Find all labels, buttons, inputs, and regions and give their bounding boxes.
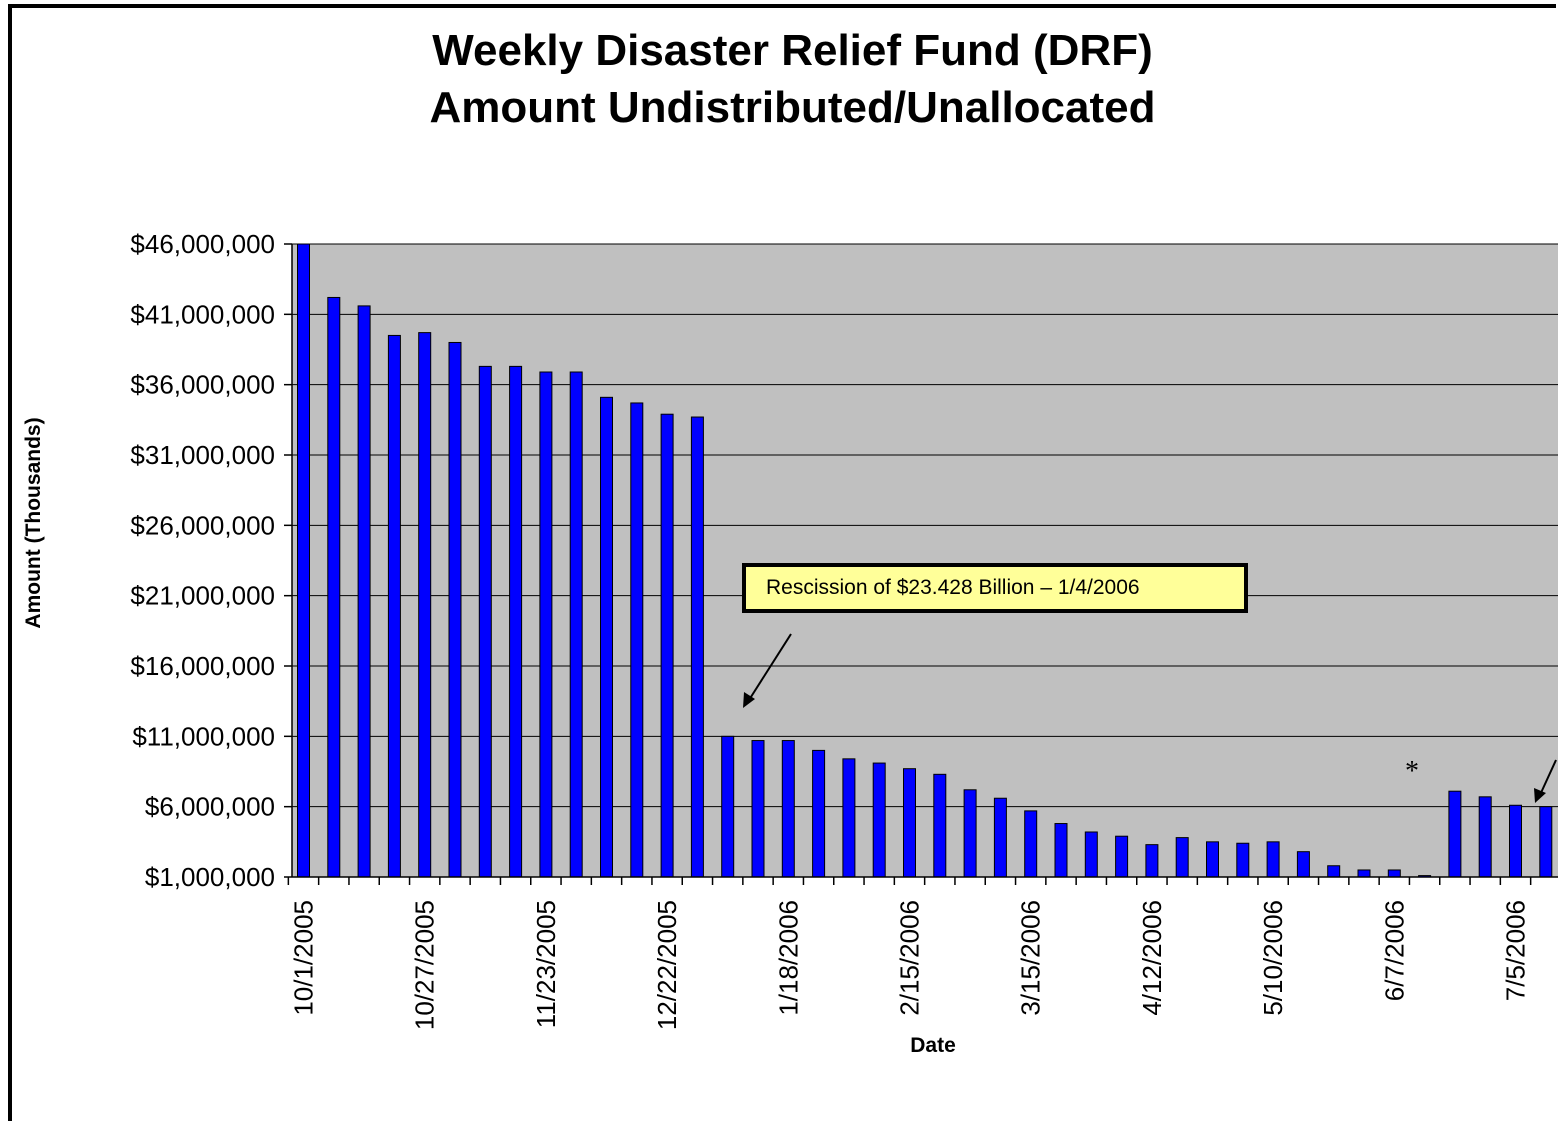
- bar: [448, 341, 462, 878]
- y-tick-label: $1,000,000: [145, 862, 275, 892]
- x-tick-label: 6/7/2006: [1379, 900, 1409, 1001]
- x-tick-label: 1/18/2006: [773, 900, 803, 1016]
- bar: [418, 332, 432, 878]
- y-tick-label: $46,000,000: [130, 229, 275, 259]
- bar: [1296, 851, 1310, 878]
- bar: [1236, 842, 1250, 878]
- bar: [1387, 869, 1401, 878]
- bar: [539, 371, 553, 878]
- bar: [1024, 810, 1038, 878]
- y-tick-label: $6,000,000: [145, 792, 275, 822]
- bar: [660, 413, 674, 878]
- bar: [993, 797, 1007, 878]
- gridlines: [292, 243, 1558, 808]
- bar: [751, 740, 765, 878]
- bar-series: [297, 243, 1553, 878]
- y-tick-label: $21,000,000: [130, 581, 275, 611]
- bar: [509, 365, 523, 878]
- x-tick-label: 11/23/2005: [531, 900, 561, 1028]
- bar: [872, 762, 886, 878]
- x-tick-label: 7/5/2006: [1501, 900, 1531, 1001]
- bar: [933, 773, 947, 878]
- bar: [630, 402, 644, 878]
- asterisk-annotation: *: [1405, 756, 1419, 787]
- bar: [781, 740, 795, 878]
- chart-title-line-1: Weekly Disaster Relief Fund (DRF): [432, 26, 1153, 75]
- y-tick-label: $36,000,000: [130, 370, 275, 400]
- bar: [1175, 837, 1189, 878]
- x-tick-labels: 10/1/2005 10/27/2005 11/23/2005 12/22/2005 1…: [289, 900, 1531, 1030]
- bar: [1509, 804, 1522, 878]
- chart-frame: [8, 4, 1556, 1121]
- bar: [812, 749, 826, 878]
- x-tick-label: 10/27/2005: [410, 900, 440, 1030]
- x-tick-label: 12/22/2005: [652, 900, 682, 1030]
- bar: [297, 243, 310, 878]
- bar: [1115, 835, 1129, 878]
- chart-title: Weekly Disaster Relief Fund (DRF) Amount…: [300, 22, 1285, 136]
- bar: [1084, 831, 1098, 878]
- bar: [357, 305, 371, 878]
- bar: [478, 365, 492, 878]
- bar: [1327, 865, 1341, 878]
- y-tick-label: $41,000,000: [130, 299, 275, 329]
- y-tick-label: $31,000,000: [130, 440, 275, 470]
- bar: [327, 296, 341, 878]
- y-tick-label: $16,000,000: [130, 651, 275, 681]
- bar: [721, 735, 735, 878]
- bar: [1478, 796, 1492, 878]
- bar: [600, 396, 613, 878]
- x-tick-label: 10/1/2005: [289, 900, 319, 1016]
- x-axis-title: Date: [910, 1034, 956, 1057]
- bar: [1145, 844, 1159, 878]
- bar: [963, 789, 977, 878]
- bar: [1448, 790, 1462, 878]
- bar: [1357, 869, 1371, 878]
- x-tick-label: 3/15/2006: [1016, 900, 1046, 1016]
- x-tick-label: 4/12/2006: [1137, 900, 1167, 1016]
- plot-area: [292, 244, 1558, 877]
- x-tick-label: 2/15/2006: [895, 900, 925, 1016]
- x-tick-label: 5/10/2006: [1258, 900, 1288, 1016]
- bar: [387, 334, 401, 878]
- bar: [1206, 841, 1219, 878]
- axes: [284, 243, 1558, 885]
- bar: [842, 758, 856, 878]
- bar: [1054, 823, 1068, 878]
- y-tick-label: $26,000,000: [130, 510, 275, 540]
- bar: [690, 416, 704, 878]
- callout-arrow: [743, 633, 792, 708]
- bar: [1266, 841, 1280, 878]
- rescission-callout: Rescission of $23.428 Billion – 1/4/2006: [742, 563, 1248, 613]
- bar: [1539, 806, 1553, 878]
- end-arrow: [1534, 759, 1557, 803]
- y-tick-labels: $1,000,000 $6,000,000 $11,000,000 $16,000,0…: [130, 229, 275, 892]
- y-axis-title: Amount (Thousands): [22, 417, 45, 628]
- chart-title-line-2: Amount Undistributed/Unallocated: [429, 83, 1156, 132]
- y-tick-label: $11,000,000: [132, 721, 275, 751]
- bar: [903, 768, 916, 878]
- bar: [569, 371, 583, 878]
